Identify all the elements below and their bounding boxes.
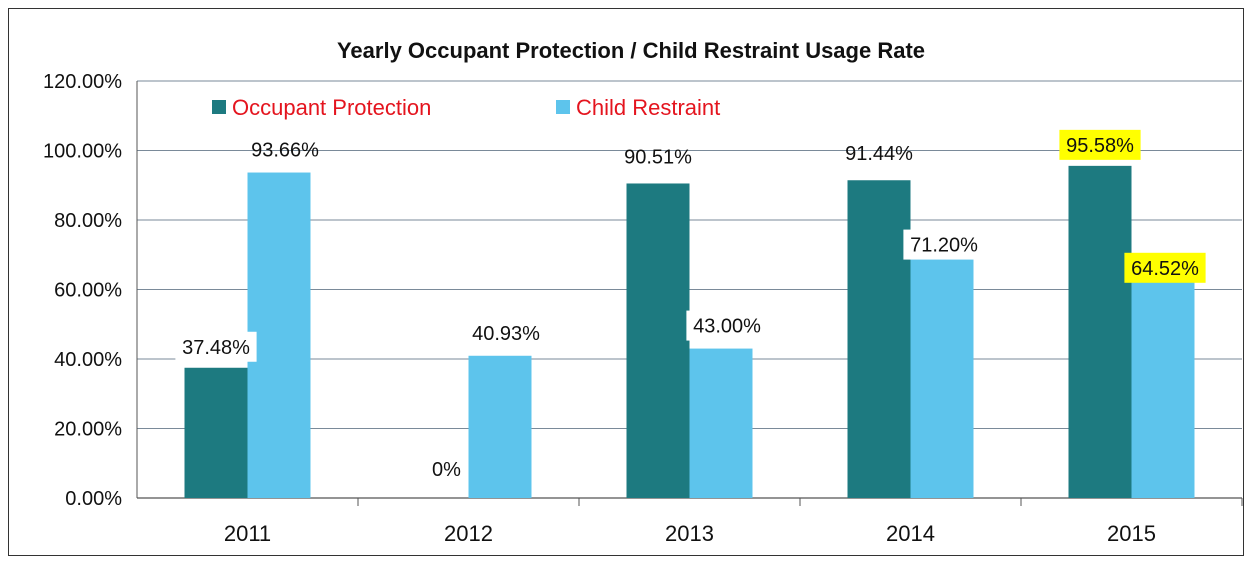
- legend-label: Child Restraint: [576, 95, 720, 120]
- x-tick-label: 2015: [1107, 521, 1156, 546]
- y-tick-label: 20.00%: [54, 419, 122, 441]
- data-label: 91.44%: [845, 143, 913, 165]
- bar-child-restraint: [468, 355, 532, 498]
- x-tick-label: 2013: [665, 521, 714, 546]
- data-label: 43.00%: [693, 316, 761, 338]
- y-tick-label: 80.00%: [54, 210, 122, 232]
- x-tick-label: 2011: [224, 521, 271, 546]
- data-label: 93.66%: [251, 140, 319, 162]
- y-tick-label: 0.00%: [65, 488, 122, 510]
- data-label: 40.93%: [472, 323, 540, 345]
- data-label: 64.52%: [1131, 258, 1199, 280]
- bar-child-restraint: [910, 250, 974, 498]
- label-background: [903, 229, 985, 260]
- y-tick-label: 120.00%: [43, 71, 122, 93]
- data-label: 95.58%: [1066, 135, 1134, 157]
- data-label: 90.51%: [624, 146, 692, 168]
- label-background: [686, 310, 768, 341]
- label-highlight: [1059, 129, 1141, 160]
- legend-swatch: [556, 100, 570, 114]
- data-label: 0%: [432, 459, 461, 481]
- bars: [184, 165, 1195, 498]
- y-tick-label: 100.00%: [43, 141, 122, 163]
- bar-child-restraint: [247, 172, 311, 498]
- label-highlight: [1124, 252, 1206, 283]
- bar-occupant-protection: [847, 180, 911, 498]
- data-label: 37.48%: [182, 337, 250, 359]
- bar-occupant-protection: [184, 367, 248, 498]
- label-background: [175, 331, 257, 362]
- y-tick-label: 60.00%: [54, 280, 122, 302]
- bar-occupant-protection: [626, 183, 690, 498]
- bar-child-restraint: [1131, 273, 1195, 498]
- data-labels: 37.48% 93.66% 0% 40.93% 90.51% 43.00% 91.44% 71…: [175, 129, 1206, 481]
- x-axis: 2011 2012 2013 2014 2015: [137, 497, 1243, 546]
- data-label: 71.20%: [910, 235, 978, 257]
- x-tick-label: 2014: [886, 521, 935, 546]
- y-axis: 0.00% 20.00% 40.00% 60.00% 80.00% 100.00% 120.…: [43, 71, 138, 510]
- y-tick-label: 40.00%: [54, 349, 122, 371]
- bar-occupant-protection: [1068, 165, 1132, 498]
- legend: Occupant Protection Child Restraint: [212, 95, 720, 120]
- x-tick-label: 2012: [444, 521, 493, 546]
- gridlines: [137, 80, 1242, 429]
- legend-label: Occupant Protection: [232, 95, 431, 120]
- bar-child-restraint: [689, 348, 753, 498]
- chart-title: Yearly Occupant Protection / Child Restr…: [337, 38, 925, 63]
- legend-swatch: [212, 100, 226, 114]
